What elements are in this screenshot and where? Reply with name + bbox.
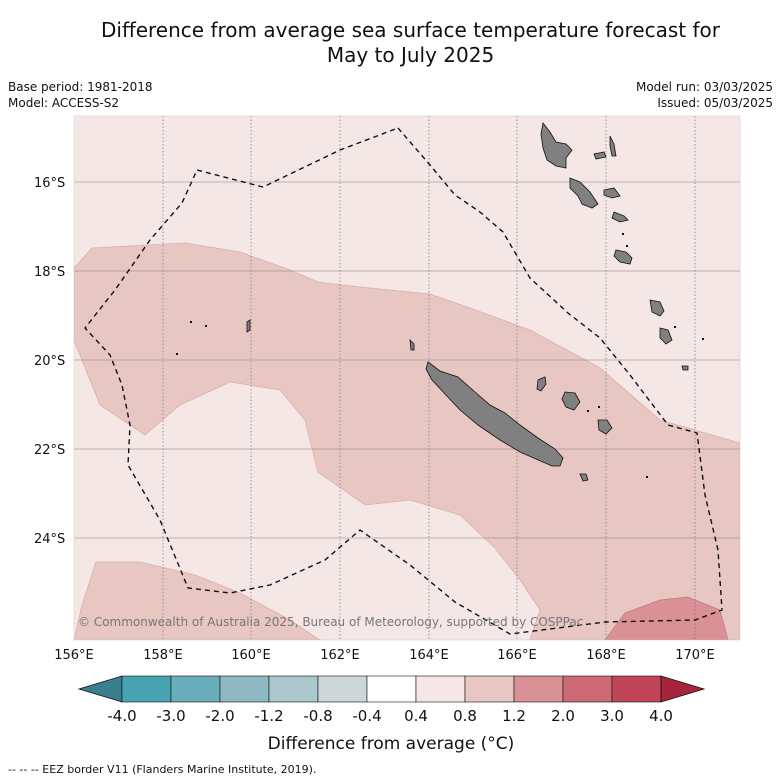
vanuatu-efate [611, 211, 629, 223]
colorbar-bin [317, 675, 368, 703]
map-title: Difference from average sea surface temp… [0, 18, 781, 68]
colorbar-tick-label: -4.0 [107, 707, 136, 725]
colorbar-tick-label: 4.0 [649, 707, 673, 725]
loyalty-lifou [561, 391, 581, 411]
colorbar-bin [562, 675, 613, 703]
colorbar-extend-low [77, 675, 123, 703]
colorbar-bin [415, 675, 466, 703]
anomaly-band-0.8-1.2 [74, 242, 740, 640]
hunter-island [659, 327, 673, 345]
lon-tick-156e: 156°E [54, 648, 94, 663]
colorbar-tick-label: -1.2 [254, 707, 283, 725]
lat-tick-22s: 22°S [34, 443, 65, 458]
lon-tick-160e: 160°E [231, 648, 271, 663]
land-masses [246, 122, 689, 482]
vanuatu-espiritu-santo [540, 122, 573, 169]
colorbar-bin [611, 675, 662, 703]
colorbar: -4.0 -3.0 -2.0 -1.2 -0.8 -0.4 0.4 0.8 1.2 2.0 3.0 4… [77, 675, 706, 725]
colorbar-tick-label: -3.0 [156, 707, 185, 725]
loyalty-ouvea [536, 376, 547, 392]
aneityum [681, 365, 689, 371]
colorbar-tick-label: -0.8 [303, 707, 332, 725]
vanuatu-erromango [613, 249, 633, 265]
colorbar-tick-label: 2.0 [551, 707, 575, 725]
colorbar-bin [219, 675, 270, 703]
model-name: Model: ACCESS-S2 [8, 96, 120, 110]
map-frame [73, 115, 741, 641]
vanuatu-malakula [569, 177, 599, 209]
vanuatu-pentecost [609, 135, 617, 157]
lat-tick-24s: 24°S [34, 532, 65, 547]
anomaly-band-0.8-1.2-south [74, 561, 321, 640]
colorbar-tick-label: -0.4 [352, 707, 381, 725]
eez-footnote: -- -- -- EEZ border V11 (Flanders Marine… [8, 763, 317, 776]
isle-of-pines [579, 473, 589, 482]
latitude-tick-labels: 16°S 18°S 20°S 22°S 24°S [34, 176, 65, 547]
colorbar-bin [366, 675, 417, 703]
title-line-2: May to July 2025 [326, 43, 495, 67]
new-caledonia [425, 361, 564, 467]
colorbar-extend-high [660, 675, 706, 703]
chesterfield-reef [246, 319, 251, 333]
colorbar-bin [170, 675, 221, 703]
meta-left: Base period: 1981-2018 Model: ACCESS-S2 [8, 79, 153, 111]
base-period: Base period: 1981-2018 [8, 80, 153, 94]
colorbar-tick-label: 3.0 [600, 707, 624, 725]
lon-tick-170e: 170°E [675, 648, 715, 663]
colorbar-bin [268, 675, 319, 703]
lon-tick-162e: 162°E [320, 648, 360, 663]
issued-date: Issued: 05/03/2025 [657, 96, 773, 110]
colorbar-bin [513, 675, 564, 703]
matthew-island [649, 299, 665, 317]
copyright-notice: © Commonwealth of Australia 2025, Bureau… [78, 615, 583, 629]
anomaly-band-1.2-2.0 [604, 596, 729, 640]
lat-tick-18s: 18°S [34, 265, 65, 280]
colorbar-tick-label: -2.0 [205, 707, 234, 725]
colorbar-bin [121, 675, 172, 703]
colorbar-tick-label: 0.8 [453, 707, 477, 725]
vanuatu-epi [603, 187, 621, 199]
title-line-1: Difference from average sea surface temp… [100, 18, 720, 42]
eez-border [84, 127, 723, 635]
lat-tick-16s: 16°S [34, 176, 65, 191]
colorbar-title: Difference from average (°C) [268, 734, 515, 754]
lon-tick-164e: 164°E [409, 648, 449, 663]
lon-tick-168e: 168°E [586, 648, 626, 663]
colorbar-tick-label: 0.4 [404, 707, 428, 725]
loyalty-mare [597, 419, 613, 435]
belep-islands [409, 338, 415, 351]
longitude-tick-labels: 156°E 158°E 160°E 162°E 164°E 166°E 168°… [54, 648, 715, 663]
colorbar-tick-label: 1.2 [502, 707, 526, 725]
meta-right: Model run: 03/03/2025 Issued: 05/03/2025 [636, 79, 773, 111]
map-area: © Commonwealth of Australia 2025, Bureau… [74, 116, 740, 640]
vanuatu-ambrym [593, 151, 607, 160]
colorbar-bin [464, 675, 515, 703]
lat-tick-20s: 20°S [34, 354, 65, 369]
lon-tick-166e: 166°E [497, 648, 537, 663]
latitude-gridlines [74, 181, 740, 539]
model-run: Model run: 03/03/2025 [635, 80, 773, 94]
small-islets [176, 233, 704, 478]
lon-tick-158e: 158°E [143, 648, 183, 663]
